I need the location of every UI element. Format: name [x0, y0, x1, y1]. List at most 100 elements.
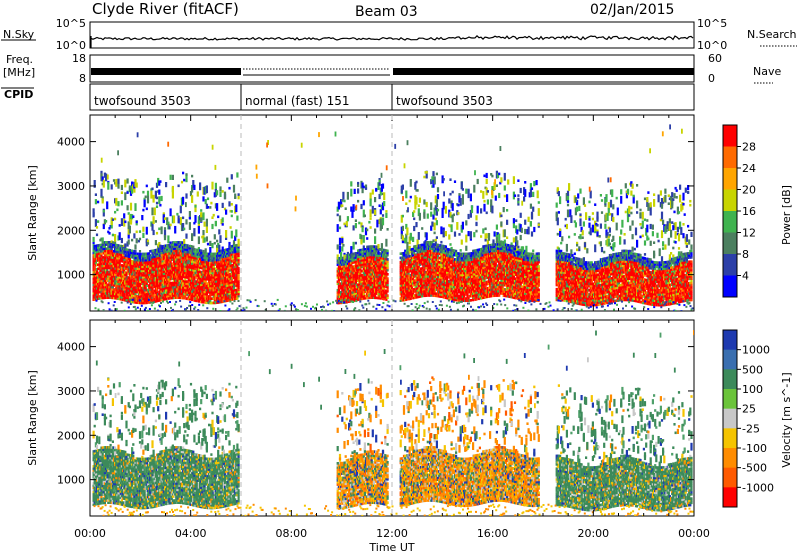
data-cell [145, 269, 148, 273]
data-cell [107, 275, 110, 278]
data-cell [107, 247, 110, 250]
data-cell [226, 299, 229, 302]
data-cell [416, 265, 419, 269]
data-cell [114, 288, 117, 291]
data-cell [110, 294, 113, 297]
data-cell [135, 230, 138, 234]
data-cell [225, 295, 228, 298]
data-cell [152, 285, 155, 289]
data-cell [120, 268, 123, 271]
data-cell [184, 260, 187, 264]
data-cell [124, 267, 127, 270]
data-cell [120, 184, 123, 191]
data-cell [213, 297, 216, 300]
data-cell [93, 289, 96, 293]
data-cell [230, 298, 233, 301]
data-cell [93, 270, 96, 274]
data-cell [408, 257, 411, 260]
data-cell [153, 261, 156, 265]
data-cell [204, 286, 207, 289]
data-cell [193, 221, 196, 225]
data-cell [204, 292, 207, 296]
data-cell [149, 284, 152, 287]
data-cell [175, 245, 178, 248]
data-cell [102, 290, 105, 293]
data-cell [193, 250, 196, 253]
data-cell [111, 286, 114, 289]
data-cell [340, 267, 343, 271]
data-cell [205, 278, 208, 281]
data-cell [188, 278, 191, 282]
data-cell [196, 261, 199, 265]
data-cell [97, 276, 100, 279]
data-cell [196, 250, 199, 254]
data-cell [232, 250, 236, 254]
data-cell [226, 254, 229, 258]
data-cell [415, 222, 418, 228]
data-cell [230, 264, 233, 267]
data-cell [158, 250, 161, 253]
data-cell [126, 259, 129, 262]
data-cell [92, 241, 95, 245]
data-cell [210, 201, 213, 205]
data-cell [229, 262, 232, 265]
data-cell [100, 188, 103, 197]
data-cell [412, 262, 415, 266]
data-cell [175, 253, 178, 257]
data-cell [95, 226, 99, 229]
data-cell [361, 252, 364, 256]
data-cell [97, 267, 100, 271]
data-cell [110, 290, 113, 293]
data-cell [153, 257, 156, 261]
data-cell [410, 294, 414, 298]
data-cell [170, 277, 173, 281]
data-cell [364, 288, 368, 291]
data-cell [201, 292, 204, 295]
data-cell [102, 256, 105, 259]
data-cell [175, 241, 178, 244]
data-cell [385, 257, 388, 261]
data-cell [361, 188, 364, 194]
data-cell [162, 253, 165, 256]
data-cell [412, 236, 415, 242]
data-cell [169, 286, 172, 289]
data-cell [230, 296, 233, 299]
data-cell [110, 285, 113, 289]
data-cell [192, 288, 195, 291]
data-cell [155, 231, 159, 235]
data-cell [133, 233, 136, 239]
data-cell [213, 286, 216, 290]
data-cell [158, 277, 161, 281]
data-cell [375, 279, 378, 283]
data-cell [142, 276, 145, 279]
data-cell [378, 252, 381, 255]
data-cell [155, 252, 159, 256]
freq-band-0 [91, 68, 241, 75]
data-cell [229, 245, 232, 248]
data-cell [358, 221, 361, 225]
data-cell [371, 268, 374, 272]
data-cell [134, 254, 137, 257]
data-cell [132, 285, 135, 289]
data-cell [174, 277, 177, 280]
data-cell [163, 285, 167, 288]
data-cell [197, 291, 200, 295]
data-cell [179, 285, 182, 289]
data-cell [196, 257, 199, 260]
data-cell [211, 259, 214, 262]
data-cell [115, 252, 118, 255]
data-cell [208, 269, 211, 273]
data-cell [175, 268, 178, 272]
data-cell [209, 284, 212, 288]
data-cell [155, 286, 159, 290]
data-cell [211, 293, 214, 296]
data-cell [234, 193, 237, 199]
data-cell [230, 289, 233, 293]
data-cell [172, 253, 176, 257]
data-cell [229, 249, 232, 253]
data-cell [225, 261, 228, 264]
data-cell [110, 184, 113, 190]
data-cell [218, 267, 221, 270]
data-cell [349, 295, 352, 299]
data-cell [409, 254, 412, 258]
